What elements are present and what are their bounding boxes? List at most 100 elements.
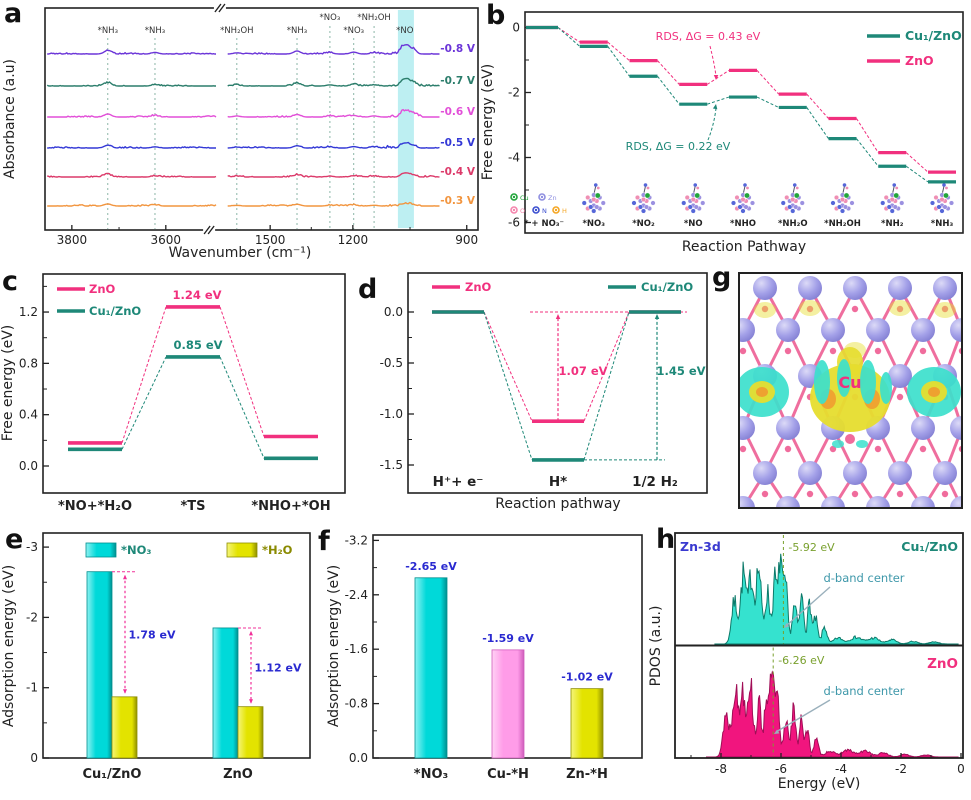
x-tick-label: 1200 [338, 233, 369, 247]
adsorbate-atom [646, 186, 650, 190]
y-tick-label: 0 [30, 751, 38, 765]
zn-sphere [776, 318, 800, 342]
x-tick-label: 0 [957, 762, 965, 776]
atom-legend-label: N [542, 207, 547, 215]
legend-label: Cu₁/ZnO [89, 304, 141, 318]
bar-no3 [86, 571, 113, 759]
adsorbate-atom [842, 183, 847, 187]
cluster-atom [640, 196, 646, 202]
plot-border [44, 7, 479, 231]
oxygen-atom [784, 445, 792, 453]
step-connector [756, 70, 780, 95]
oxygen-atom [896, 305, 904, 313]
cluster-atom [790, 196, 796, 202]
plot-border [42, 273, 346, 494]
plot-border [524, 11, 964, 234]
step-connector [219, 306, 265, 437]
panel-letter-g: g [712, 262, 732, 293]
x-axis-label: Reaction pathway [495, 496, 620, 512]
cluster-atom [734, 194, 740, 200]
step-connector [557, 27, 581, 43]
cluster-atom [650, 200, 656, 206]
cluster-atom [600, 200, 606, 206]
y-tick-label: -2 [508, 86, 520, 100]
category-label: *NHO+*OH [251, 499, 330, 514]
adsorbate-atom [942, 183, 946, 187]
voltage-label: -0.3 V [440, 195, 476, 207]
zn-sphere [798, 461, 822, 485]
y-tick-label: -6 [508, 216, 520, 230]
zn-sphere [739, 318, 755, 342]
cluster-atom [750, 200, 756, 206]
dopant-atom [943, 192, 949, 199]
bar-Zn-*H [570, 688, 604, 759]
step-connector [607, 46, 630, 77]
panel-letter-d: d [358, 274, 378, 305]
axis-break-slash [214, 3, 222, 13]
zn-sphere [866, 318, 890, 342]
category-label: Zn-*H [566, 767, 608, 782]
panel-g-structure: Cu [738, 272, 963, 509]
y-axis-label: Free energy (eV) [0, 325, 16, 442]
step-connector [706, 69, 730, 85]
zn-sphere [753, 461, 777, 485]
cluster-atom [939, 196, 945, 202]
iso-small [832, 440, 844, 448]
step-connector [583, 311, 630, 461]
legend-swatch-h2o [226, 542, 258, 558]
x-tick-label: -2 [895, 762, 907, 776]
atom-legend-dot-core [534, 208, 538, 212]
iso-negative-lobe [837, 359, 851, 397]
y-tick-label: 1.2 [19, 305, 38, 319]
y-tick-label: -1 [26, 681, 38, 695]
cluster-atom [837, 204, 843, 210]
pathway-step-label: *NO₃ [582, 219, 605, 229]
y-tick-label: -3.2 [345, 533, 368, 547]
x-tick-label: 3600 [151, 233, 182, 247]
step-connector [905, 165, 929, 183]
atom-legend-dot-core [512, 195, 516, 199]
step-connector [806, 93, 829, 119]
dband-value: -5.92 eV [788, 541, 835, 554]
dband-value: -6.26 eV [778, 654, 825, 667]
zn-sphere [933, 276, 957, 300]
zn-sphere [821, 318, 845, 342]
adsorbate-atom [593, 183, 598, 187]
panel-c-chart: Free energy (eV) 0.0 0.4 0.8 1.2 1.24 eV 0.85 … [0, 273, 346, 514]
cluster-atom [591, 196, 597, 202]
peak-label: *NO₃ [320, 13, 341, 23]
cluster-atom [787, 204, 793, 210]
pathway-step-label: *NH₃ [931, 219, 954, 229]
axis-break-gap [213, 6, 226, 10]
zn-sphere [776, 416, 800, 440]
molecule-thumbnail [780, 183, 805, 214]
zn-sphere [739, 496, 755, 508]
panel-letter-e: e [5, 524, 24, 555]
zn-sphere [911, 318, 935, 342]
step-connector [121, 356, 167, 450]
legend-label: *NO₃ [121, 543, 151, 557]
voltage-label: -0.5 V [440, 137, 476, 149]
zn-sphere [888, 364, 912, 388]
no-highlight-band [397, 10, 414, 228]
panel-letter-h: h [656, 524, 676, 555]
y-tick-label: 0.8 [19, 356, 38, 370]
category-label: *NO+*H₂O [58, 499, 132, 514]
oxygen-atom [941, 305, 949, 313]
oxygen-atom [845, 434, 855, 444]
oxygen-atom [896, 490, 904, 498]
adsorbate-atom [795, 186, 799, 190]
panel-a-chart: Absorbance (a.u)*NH₃ *NH₃ *NH₂OH *NH₃*NO₃*N… [2, 3, 479, 261]
iso-torus-center [928, 387, 940, 397]
peak-label: *NO [396, 26, 414, 36]
iso-negative-lobe [880, 372, 892, 404]
cluster-atom [933, 194, 939, 200]
x-tick-label: -8 [715, 762, 727, 776]
cluster-atom [889, 208, 895, 214]
x-axis-label: Wavenumber (cm⁻¹) [169, 245, 312, 261]
cluster-atom [581, 200, 587, 206]
atom-legend-label: Zn [548, 194, 557, 202]
x-axis-label: Reaction Pathway [682, 239, 806, 255]
zn-sphere [821, 496, 845, 508]
cluster-atom [949, 200, 955, 206]
